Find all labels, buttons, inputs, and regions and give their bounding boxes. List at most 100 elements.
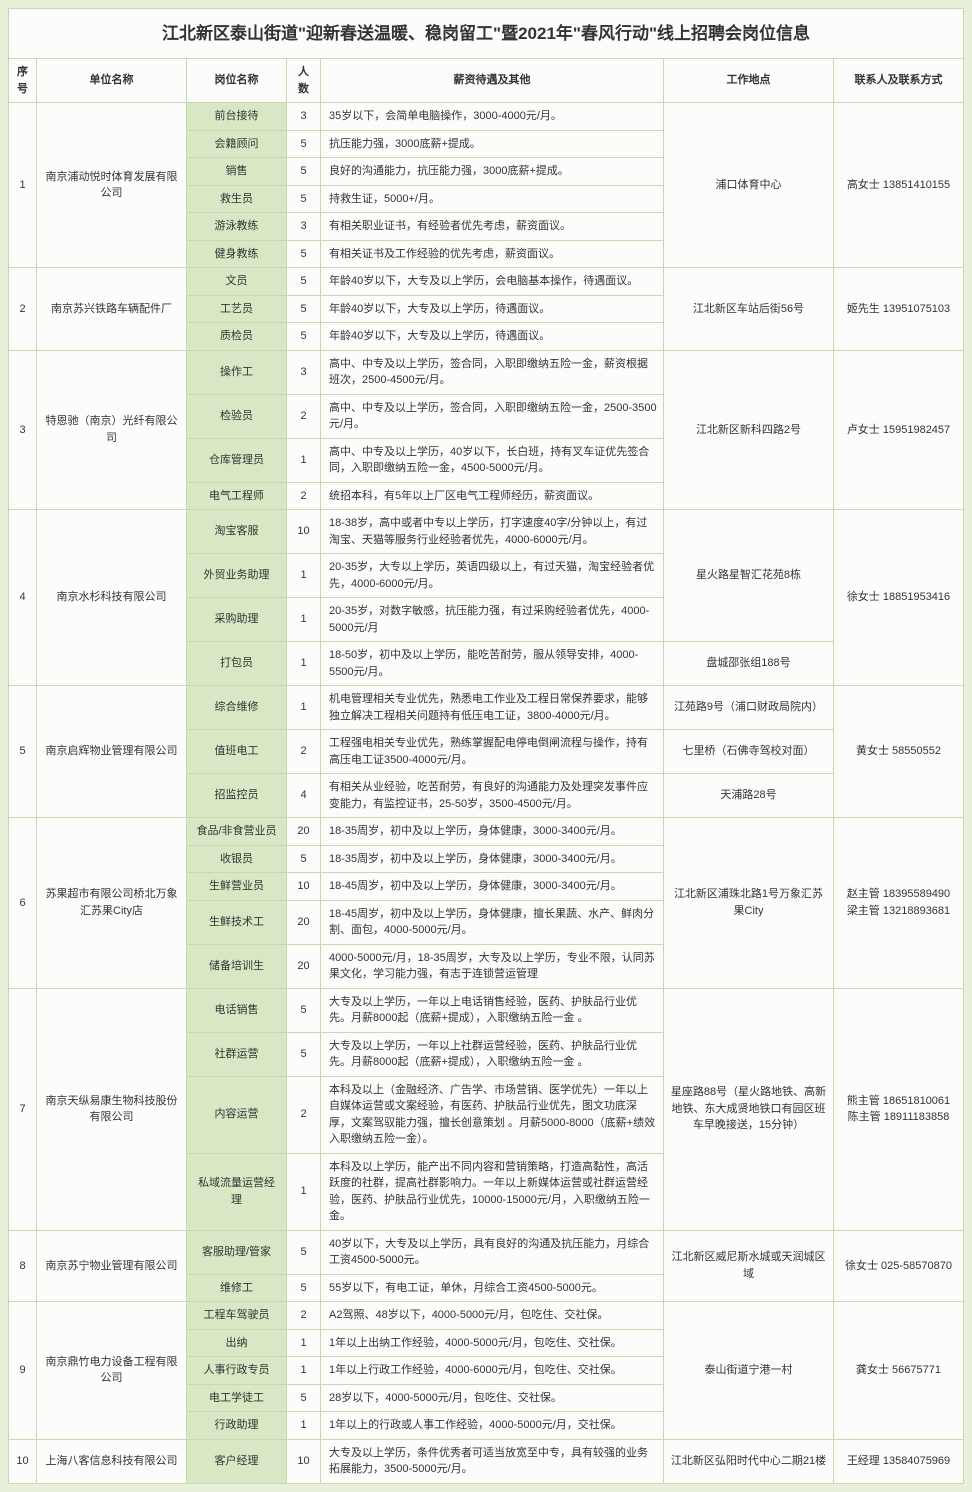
cell-position: 操作工 (187, 350, 287, 394)
cell-desc: 抗压能力强，3000底薪+提成。 (321, 130, 664, 158)
cell-desc: 统招本科，有5年以上厂区电气工程师经历，薪资面议。 (321, 482, 664, 510)
header-company: 单位名称 (37, 59, 187, 103)
cell-location: 江北新区浦珠北路1号万象汇苏果City (664, 818, 834, 989)
cell-desc: 1年以上行政工作经验，4000-6000元/月，包吃住、交社保。 (321, 1357, 664, 1385)
cell-idx: 6 (9, 818, 37, 989)
cell-num: 2 (287, 394, 321, 438)
cell-num: 5 (287, 1384, 321, 1412)
cell-contact: 赵主管 18395589490 梁主管 13218893681 (834, 818, 964, 989)
cell-company: 南京浦动悦时体育发展有限公司 (37, 103, 187, 268)
cell-num: 3 (287, 350, 321, 394)
cell-contact: 熊主管 18651810061 陈主管 18911183858 (834, 988, 964, 1230)
header-desc: 薪资待遇及其他 (321, 59, 664, 103)
cell-location: 天浦路28号 (664, 774, 834, 818)
cell-location: 七里桥（石佛寺驾校对面） (664, 730, 834, 774)
cell-num: 5 (287, 323, 321, 351)
cell-contact: 姬先生 13951075103 (834, 268, 964, 351)
cell-company: 南京苏兴铁路车辆配件厂 (37, 268, 187, 351)
cell-desc: 18-35周岁，初中及以上学历，身体健康，3000-3400元/月。 (321, 818, 664, 846)
cell-num: 10 (287, 510, 321, 554)
cell-position: 外贸业务助理 (187, 554, 287, 598)
cell-position: 电工学徒工 (187, 1384, 287, 1412)
cell-position: 会籍顾问 (187, 130, 287, 158)
cell-location: 盘城邵张组188号 (664, 642, 834, 686)
table-row: 6苏果超市有限公司桥北万象汇苏果City店食品/非食营业员2018-35周岁，初… (9, 818, 964, 846)
cell-contact: 徐女士 025-58570870 (834, 1230, 964, 1302)
cell-desc: 年龄40岁以下，大专及以上学历，会电脑基本操作，待遇面议。 (321, 268, 664, 296)
cell-idx: 5 (9, 686, 37, 818)
cell-desc: 18-38岁，高中或者中专以上学历，打字速度40字/分钟以上，有过淘宝、天猫等服… (321, 510, 664, 554)
table-row: 10上海八客信息科技有限公司客户经理10大专及以上学历，条件优秀者可适当放宽至中… (9, 1439, 964, 1483)
table-row: 2南京苏兴铁路车辆配件厂文员5年龄40岁以下，大专及以上学历，会电脑基本操作，待… (9, 268, 964, 296)
cell-idx: 7 (9, 988, 37, 1230)
cell-desc: A2驾照、48岁以下，4000-5000元/月，包吃住、交社保。 (321, 1302, 664, 1330)
cell-position: 出纳 (187, 1329, 287, 1357)
cell-position: 内容运营 (187, 1076, 287, 1153)
cell-num: 10 (287, 873, 321, 901)
cell-position: 客户经理 (187, 1439, 287, 1483)
cell-num: 1 (287, 642, 321, 686)
cell-desc: 有相关职业证书，有经验者优先考虑，薪资面议。 (321, 213, 664, 241)
cell-position: 工程车驾驶员 (187, 1302, 287, 1330)
cell-num: 1 (287, 1153, 321, 1230)
cell-num: 1 (287, 686, 321, 730)
cell-desc: 35岁以下，会简单电脑操作，3000-4000元/月。 (321, 103, 664, 131)
cell-position: 生鲜技术工 (187, 900, 287, 944)
cell-num: 3 (287, 103, 321, 131)
cell-num: 1 (287, 1357, 321, 1385)
cell-desc: 良好的沟通能力，抗压能力强，3000底薪+提成。 (321, 158, 664, 186)
cell-position: 私域流量运营经理 (187, 1153, 287, 1230)
cell-num: 1 (287, 554, 321, 598)
cell-desc: 18-35周岁，初中及以上学历，身体健康，3000-3400元/月。 (321, 845, 664, 873)
cell-idx: 4 (9, 510, 37, 686)
cell-location: 浦口体育中心 (664, 103, 834, 268)
cell-location: 泰山街道宁港一村 (664, 1302, 834, 1440)
cell-position: 游泳教练 (187, 213, 287, 241)
cell-position: 维修工 (187, 1274, 287, 1302)
cell-num: 5 (287, 240, 321, 268)
cell-location: 星火路星智汇花苑8栋 (664, 510, 834, 642)
cell-desc: 年龄40岁以下，大专及以上学历，待遇面议。 (321, 323, 664, 351)
cell-position: 电气工程师 (187, 482, 287, 510)
cell-company: 苏果超市有限公司桥北万象汇苏果City店 (37, 818, 187, 989)
cell-num: 5 (287, 1230, 321, 1274)
cell-desc: 55岁以下，有电工证，单休，月综合工资4500-5000元。 (321, 1274, 664, 1302)
cell-num: 4 (287, 774, 321, 818)
cell-desc: 20-35岁，大专以上学历，英语四级以上，有过天猫，淘宝经验者优先，4000-6… (321, 554, 664, 598)
header-contact: 联系人及联系方式 (834, 59, 964, 103)
cell-company: 南京水杉科技有限公司 (37, 510, 187, 686)
cell-num: 2 (287, 730, 321, 774)
cell-desc: 高中、中专及以上学历，40岁以下，长白班，持有叉车证优先签合同，入职即缴纳五险一… (321, 438, 664, 482)
cell-num: 5 (287, 130, 321, 158)
cell-desc: 工程强电相关专业优先，熟练掌握配电停电倒闸流程与操作，持有高压电工证3500-4… (321, 730, 664, 774)
cell-desc: 有相关证书及工作经验的优先考虑，薪资面议。 (321, 240, 664, 268)
cell-desc: 18-45周岁，初中及以上学历，身体健康，3000-3400元/月。 (321, 873, 664, 901)
cell-position: 前台接待 (187, 103, 287, 131)
cell-position: 电话销售 (187, 988, 287, 1032)
table-row: 4南京水杉科技有限公司淘宝客服1018-38岁，高中或者中专以上学历，打字速度4… (9, 510, 964, 554)
cell-position: 工艺员 (187, 295, 287, 323)
cell-num: 5 (287, 988, 321, 1032)
cell-company: 南京苏宁物业管理有限公司 (37, 1230, 187, 1302)
cell-num: 20 (287, 818, 321, 846)
cell-location: 江北新区威尼斯水城或天润城区域 (664, 1230, 834, 1302)
table-row: 1南京浦动悦时体育发展有限公司前台接待335岁以下，会简单电脑操作，3000-4… (9, 103, 964, 131)
cell-position: 收银员 (187, 845, 287, 873)
cell-position: 采购助理 (187, 598, 287, 642)
page-title: 江北新区泰山街道"迎新春送温暖、稳岗留工"暨2021年"春风行动"线上招聘会岗位… (8, 8, 964, 58)
cell-position: 行政助理 (187, 1412, 287, 1440)
cell-desc: 机电管理相关专业优先，熟悉电工作业及工程日常保养要求，能够独立解决工程相关问题持… (321, 686, 664, 730)
cell-desc: 高中、中专及以上学历，签合同，入职即缴纳五险一金，薪资根据班次，2500-450… (321, 350, 664, 394)
cell-desc: 本科及以上学历，能产出不同内容和营销策略，打造高黏性，高活跃度的社群，提高社群影… (321, 1153, 664, 1230)
cell-position: 生鲜营业员 (187, 873, 287, 901)
cell-desc: 持救生证，5000+/月。 (321, 185, 664, 213)
cell-position: 健身教练 (187, 240, 287, 268)
table-row: 8南京苏宁物业管理有限公司客服助理/管家540岁以下，大专及以上学历，具有良好的… (9, 1230, 964, 1274)
cell-num: 1 (287, 1329, 321, 1357)
cell-position: 综合维修 (187, 686, 287, 730)
cell-desc: 大专及以上学历，条件优秀者可适当放宽至中专，具有较强的业务拓展能力，3500-5… (321, 1439, 664, 1483)
cell-desc: 1年以上出纳工作经验，4000-5000元/月，包吃住、交社保。 (321, 1329, 664, 1357)
cell-desc: 有相关从业经验，吃苦耐劳，有良好的沟通能力及处理突发事件应变能力，有监控证书，2… (321, 774, 664, 818)
cell-position: 质检员 (187, 323, 287, 351)
cell-desc: 高中、中专及以上学历，签合同，入职即缴纳五险一金，2500-3500元/月。 (321, 394, 664, 438)
